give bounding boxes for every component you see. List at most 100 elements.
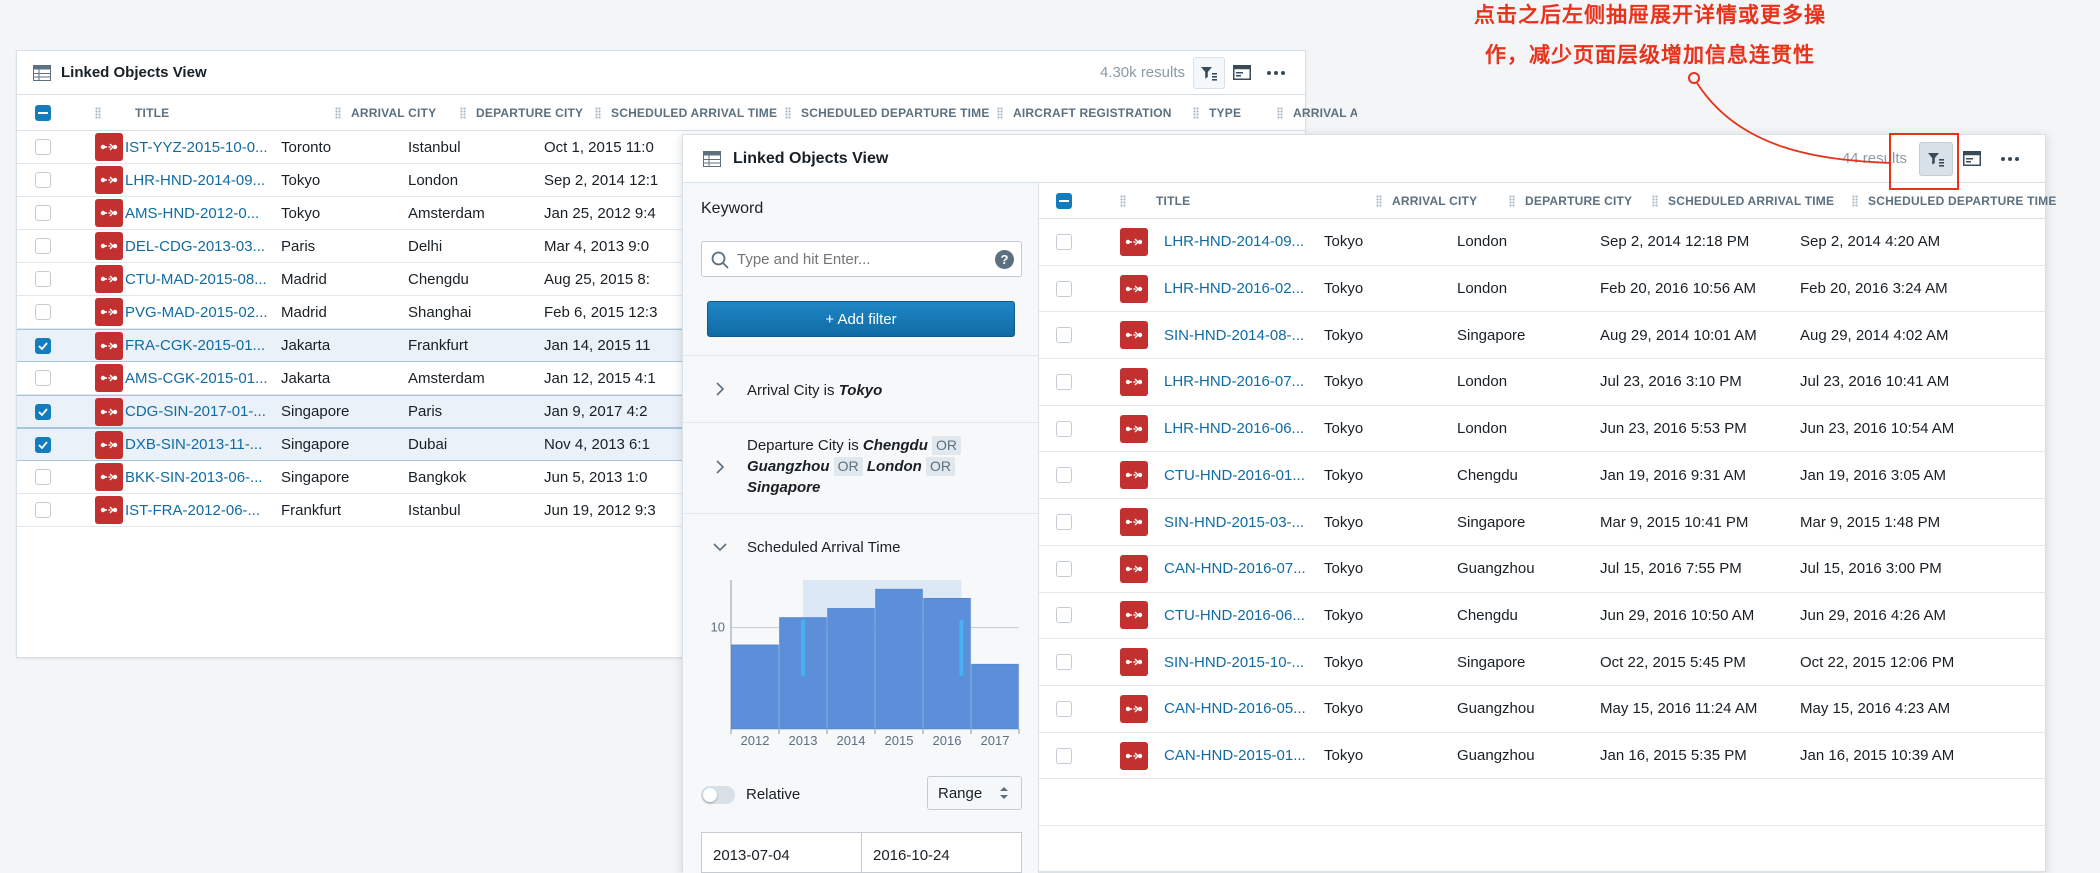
- drag-handle-icon[interactable]: [1277, 106, 1283, 119]
- row-title-link[interactable]: CTU-HND-2016-01...: [1164, 466, 1305, 484]
- row-title-link[interactable]: CTU-HND-2016-06...: [1164, 606, 1305, 624]
- row-title-link[interactable]: PVG-MAD-2015-02...: [125, 303, 268, 321]
- col-arrival-city[interactable]: ARRIVAL CITY: [1376, 183, 1509, 218]
- table-row[interactable]: SIN-HND-2015-10-... Tokyo Singapore Oct 22,…: [1039, 639, 2045, 686]
- table-row[interactable]: CTU-MAD-2015-08... Madrid Chengdu Aug 25, 2…: [17, 263, 1305, 296]
- col-arrival-city[interactable]: ARRIVAL CITY: [335, 95, 460, 130]
- row-title-link[interactable]: AMS-CGK-2015-01...: [125, 369, 268, 387]
- select-all-checkbox[interactable]: [1056, 192, 1072, 209]
- row-title-link[interactable]: LHR-HND-2016-02...: [1164, 280, 1305, 298]
- col-scheduled-arrival[interactable]: SCHEDULED ARRIVAL TIME: [1652, 183, 1852, 218]
- drag-handle-icon[interactable]: [1193, 106, 1199, 119]
- row-title-link[interactable]: LHR-HND-2016-07...: [1164, 373, 1305, 391]
- row-checkbox[interactable]: [1056, 607, 1072, 624]
- table-row[interactable]: BKK-SIN-2013-06-... Singapore Bangkok Jun 5…: [17, 461, 1305, 494]
- arrival-time-histogram[interactable]: 2012 2013 2014 2015 2016 2017 10: [693, 574, 1029, 754]
- table-row[interactable]: AMS-CGK-2015-01... Jakarta Amsterdam Jan 12…: [17, 362, 1305, 395]
- row-title-link[interactable]: IST-FRA-2012-06-...: [125, 501, 261, 519]
- table-row[interactable]: PVG-MAD-2015-02... Madrid Shanghai Feb 6, 2…: [17, 296, 1305, 329]
- row-checkbox[interactable]: [35, 370, 51, 386]
- table-row[interactable]: CAN-HND-2015-01... Tokyo Guangzhou Jan 16, …: [1039, 733, 2045, 780]
- row-checkbox[interactable]: [35, 205, 51, 221]
- row-title-link[interactable]: CDG-SIN-2017-01-...: [125, 403, 266, 420]
- row-checkbox[interactable]: [1056, 700, 1072, 717]
- col-aircraft-registration[interactable]: AIRCRAFT REGISTRATION: [997, 95, 1193, 130]
- drag-handle-icon[interactable]: [785, 106, 791, 119]
- chevron-down-icon[interactable]: [713, 542, 727, 552]
- col-scheduled-departure[interactable]: SCHEDULED DEPARTURE TIME: [785, 95, 997, 130]
- row-title-link[interactable]: BKK-SIN-2013-06-...: [125, 468, 263, 486]
- add-filter-button[interactable]: + Add filter: [707, 301, 1015, 337]
- row-title-link[interactable]: FRA-CGK-2015-01...: [125, 337, 266, 354]
- row-title-link[interactable]: SIN-HND-2015-10-...: [1164, 653, 1305, 671]
- filter-departure-city[interactable]: Departure City is Chengdu OR Guangzhou O…: [683, 423, 1038, 514]
- row-title-link[interactable]: CTU-MAD-2015-08...: [125, 270, 267, 288]
- drag-handle-icon[interactable]: [1852, 194, 1858, 207]
- table-row[interactable]: CTU-HND-2016-06... Tokyo Chengdu Jun 29, 20…: [1039, 593, 2045, 640]
- col-title[interactable]: TITLE: [1156, 193, 1191, 208]
- row-title-link[interactable]: SIN-HND-2015-03-...: [1164, 513, 1305, 531]
- row-title-link[interactable]: SIN-HND-2014-08-...: [1164, 326, 1305, 344]
- table-row[interactable]: CTU-HND-2016-01... Tokyo Chengdu Jan 19, 20…: [1039, 453, 2045, 500]
- row-title-link[interactable]: DXB-SIN-2013-11-...: [125, 436, 263, 453]
- relative-toggle[interactable]: [701, 786, 735, 804]
- row-checkbox[interactable]: [35, 172, 51, 188]
- col-arrival-a[interactable]: ARRIVAL A: [1277, 95, 1357, 130]
- help-icon[interactable]: ?: [995, 250, 1014, 269]
- row-title-link[interactable]: CAN-HND-2016-07...: [1164, 560, 1306, 578]
- drag-handle-icon[interactable]: [1120, 194, 1126, 207]
- row-checkbox[interactable]: [1056, 514, 1072, 531]
- row-checkbox[interactable]: [1056, 280, 1072, 297]
- filter-toggle-button-active[interactable]: [1919, 141, 1953, 176]
- table-row[interactable]: LHR-HND-2016-02... Tokyo London Feb 20, 201…: [1039, 266, 2045, 313]
- row-checkbox[interactable]: [35, 403, 51, 420]
- row-title-link[interactable]: LHR-HND-2014-09...: [1164, 233, 1305, 251]
- filter-toggle-button[interactable]: [1193, 56, 1225, 89]
- chevron-right-icon[interactable]: [715, 382, 725, 396]
- row-checkbox[interactable]: [35, 139, 51, 155]
- col-departure-city[interactable]: DEPARTURE CITY: [460, 95, 595, 130]
- row-checkbox[interactable]: [1056, 560, 1072, 577]
- drag-handle-icon[interactable]: [595, 106, 601, 119]
- drag-handle-icon[interactable]: [335, 106, 341, 119]
- table-row[interactable]: SIN-HND-2014-08-... Tokyo Singapore Aug 29,…: [1039, 312, 2045, 360]
- layout-icon[interactable]: [1225, 57, 1259, 89]
- row-checkbox[interactable]: [35, 238, 51, 254]
- col-departure-city[interactable]: DEPARTURE CITY: [1509, 183, 1652, 218]
- row-checkbox[interactable]: [35, 271, 51, 287]
- row-title-link[interactable]: CAN-HND-2016-05...: [1164, 700, 1306, 718]
- table-row[interactable]: LHR-HND-2016-07... Tokyo London Jul 23, 201…: [1039, 359, 2045, 406]
- table-row[interactable]: CAN-HND-2016-05... Tokyo Guangzhou May 15, …: [1039, 686, 2045, 733]
- drag-handle-icon[interactable]: [95, 106, 101, 119]
- row-checkbox[interactable]: [1056, 233, 1072, 250]
- row-checkbox[interactable]: [1056, 467, 1072, 484]
- drag-handle-icon[interactable]: [1376, 194, 1382, 207]
- row-title-link[interactable]: LHR-HND-2016-06...: [1164, 420, 1305, 438]
- col-title[interactable]: TITLE: [135, 105, 170, 120]
- row-title-link[interactable]: AMS-HND-2012-0...: [125, 204, 260, 222]
- drag-handle-icon[interactable]: [460, 106, 466, 119]
- row-checkbox[interactable]: [1056, 373, 1072, 390]
- row-checkbox[interactable]: [1056, 327, 1072, 344]
- layout-icon[interactable]: [1953, 142, 1991, 176]
- select-all-checkbox[interactable]: [35, 104, 51, 121]
- row-title-link[interactable]: IST-YYZ-2015-10-0...: [125, 138, 268, 156]
- filter-scheduled-arrival-time[interactable]: Scheduled Arrival Time 2012 2013 2014 2015 2…: [683, 514, 1038, 873]
- row-checkbox[interactable]: [1056, 420, 1072, 437]
- row-title-link[interactable]: DEL-CDG-2013-03...: [125, 237, 266, 255]
- row-checkbox[interactable]: [1056, 654, 1072, 671]
- table-row[interactable]: AMS-HND-2012-0... Tokyo Amsterdam Jan 25, 2…: [17, 197, 1305, 230]
- table-row[interactable]: CAN-HND-2016-07... Tokyo Guangzhou Jul 15, …: [1039, 546, 2045, 593]
- keyword-search-field[interactable]: ?: [701, 241, 1022, 277]
- table-row[interactable]: IST-FRA-2012-06-... Frankfurt Istanbul Jun …: [17, 494, 1305, 527]
- col-scheduled-arrival[interactable]: SCHEDULED ARRIVAL TIME: [595, 95, 785, 130]
- table-row[interactable]: LHR-HND-2014-09... Tokyo London Sep 2, 2014…: [1039, 219, 2045, 266]
- chevron-right-icon[interactable]: [715, 460, 725, 474]
- row-checkbox[interactable]: [35, 337, 51, 354]
- more-options-icon[interactable]: [1259, 57, 1293, 89]
- drag-handle-icon[interactable]: [997, 106, 1003, 119]
- table-row[interactable]: DEL-CDG-2013-03... Paris Delhi Mar 4, 2013 …: [17, 230, 1305, 263]
- row-checkbox[interactable]: [35, 436, 51, 453]
- row-title-link[interactable]: CAN-HND-2015-01...: [1164, 747, 1306, 765]
- keyword-search-input[interactable]: [735, 246, 985, 272]
